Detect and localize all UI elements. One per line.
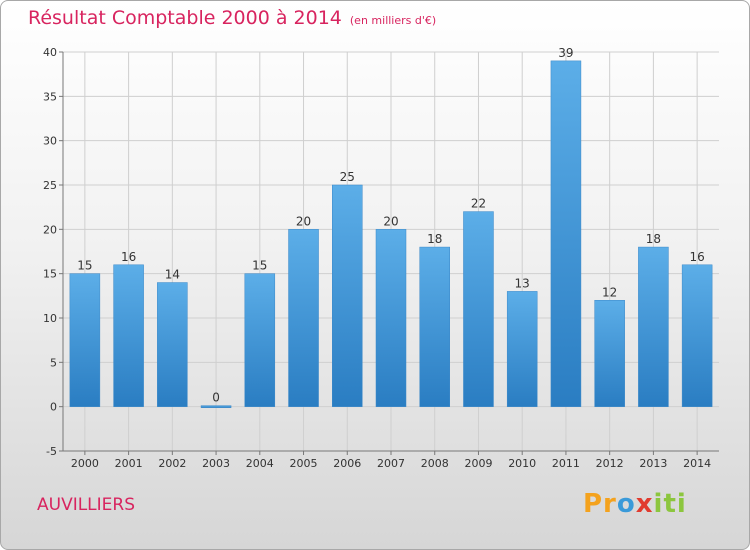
data-label-2014: 16 [689,250,704,264]
x-tick-label-2001: 2001 [115,457,143,470]
bar-2000 [69,273,101,407]
chart-title-text: Résultat Comptable 2000 à 2014 [28,7,342,29]
x-tick-label-2009: 2009 [464,457,492,470]
proxiti-logo: Proxiti [583,489,687,519]
chart-title: Résultat Comptable 2000 à 2014 (en millie… [28,7,436,29]
data-label-2001: 16 [121,250,136,264]
data-label-2005: 20 [296,214,311,228]
region-name: AUVILLIERS [37,495,136,515]
data-label-2006: 25 [340,170,355,184]
bar-2001 [113,264,144,407]
data-label-2013: 18 [646,232,661,246]
x-tick-label-2004: 2004 [246,457,274,470]
y-tick-label: 20 [43,223,57,236]
logo-part-4: iti [653,489,687,519]
x-tick-label-2006: 2006 [333,457,361,470]
bar-2010 [506,291,538,407]
bar-2007 [375,229,407,407]
data-label-2002: 14 [165,268,180,282]
data-label-2007: 20 [383,214,398,228]
x-tick-label-2008: 2008 [421,457,449,470]
data-label-2009: 22 [471,197,486,211]
y-tick-label: 30 [43,135,57,148]
x-tick-label-2014: 2014 [683,457,711,470]
x-tick-label-2013: 2013 [639,457,667,470]
y-tick-label: 15 [43,268,57,281]
logo-part-2: o [616,489,636,519]
y-tick-label: 35 [43,90,57,103]
bar-2008 [419,246,450,407]
data-label-2011: 39 [558,46,573,60]
bar-2005 [288,229,319,407]
data-label-2000: 15 [77,259,92,273]
data-label-2004: 15 [252,259,267,273]
bar-2006 [332,184,363,407]
data-label-2008: 18 [427,232,442,246]
y-tick-label: 25 [43,179,57,192]
y-tick-label: -5 [46,445,57,458]
x-tick-label-2002: 2002 [158,457,186,470]
x-tick-label-2007: 2007 [377,457,405,470]
bar-2004 [244,273,276,407]
logo-part-3: x [635,489,654,519]
y-tick-label: 10 [43,312,57,325]
y-tick-label: 0 [50,401,57,414]
bar-2003 [200,405,232,408]
data-label-2012: 12 [602,285,617,299]
x-tick-label-2003: 2003 [202,457,230,470]
chart-subtitle: (en milliers d'€) [349,14,437,27]
bar-2013 [638,246,669,407]
data-label-2003: 0 [212,391,220,405]
data-label-2010: 13 [515,276,530,290]
x-tick-label-2010: 2010 [508,457,536,470]
bar-2002 [157,282,188,407]
bar-2014 [681,264,713,407]
y-tick-label: 40 [43,46,57,59]
x-tick-label-2000: 2000 [71,457,99,470]
y-tick-label: 5 [50,356,57,369]
x-tick-label-2012: 2012 [596,457,624,470]
bar-2011 [550,60,582,407]
bar-2012 [594,300,625,407]
logo-part-1: Pr [583,489,617,519]
x-tick-label-2005: 2005 [290,457,318,470]
x-tick-label-2011: 2011 [552,457,580,470]
bar-2009 [463,211,494,407]
